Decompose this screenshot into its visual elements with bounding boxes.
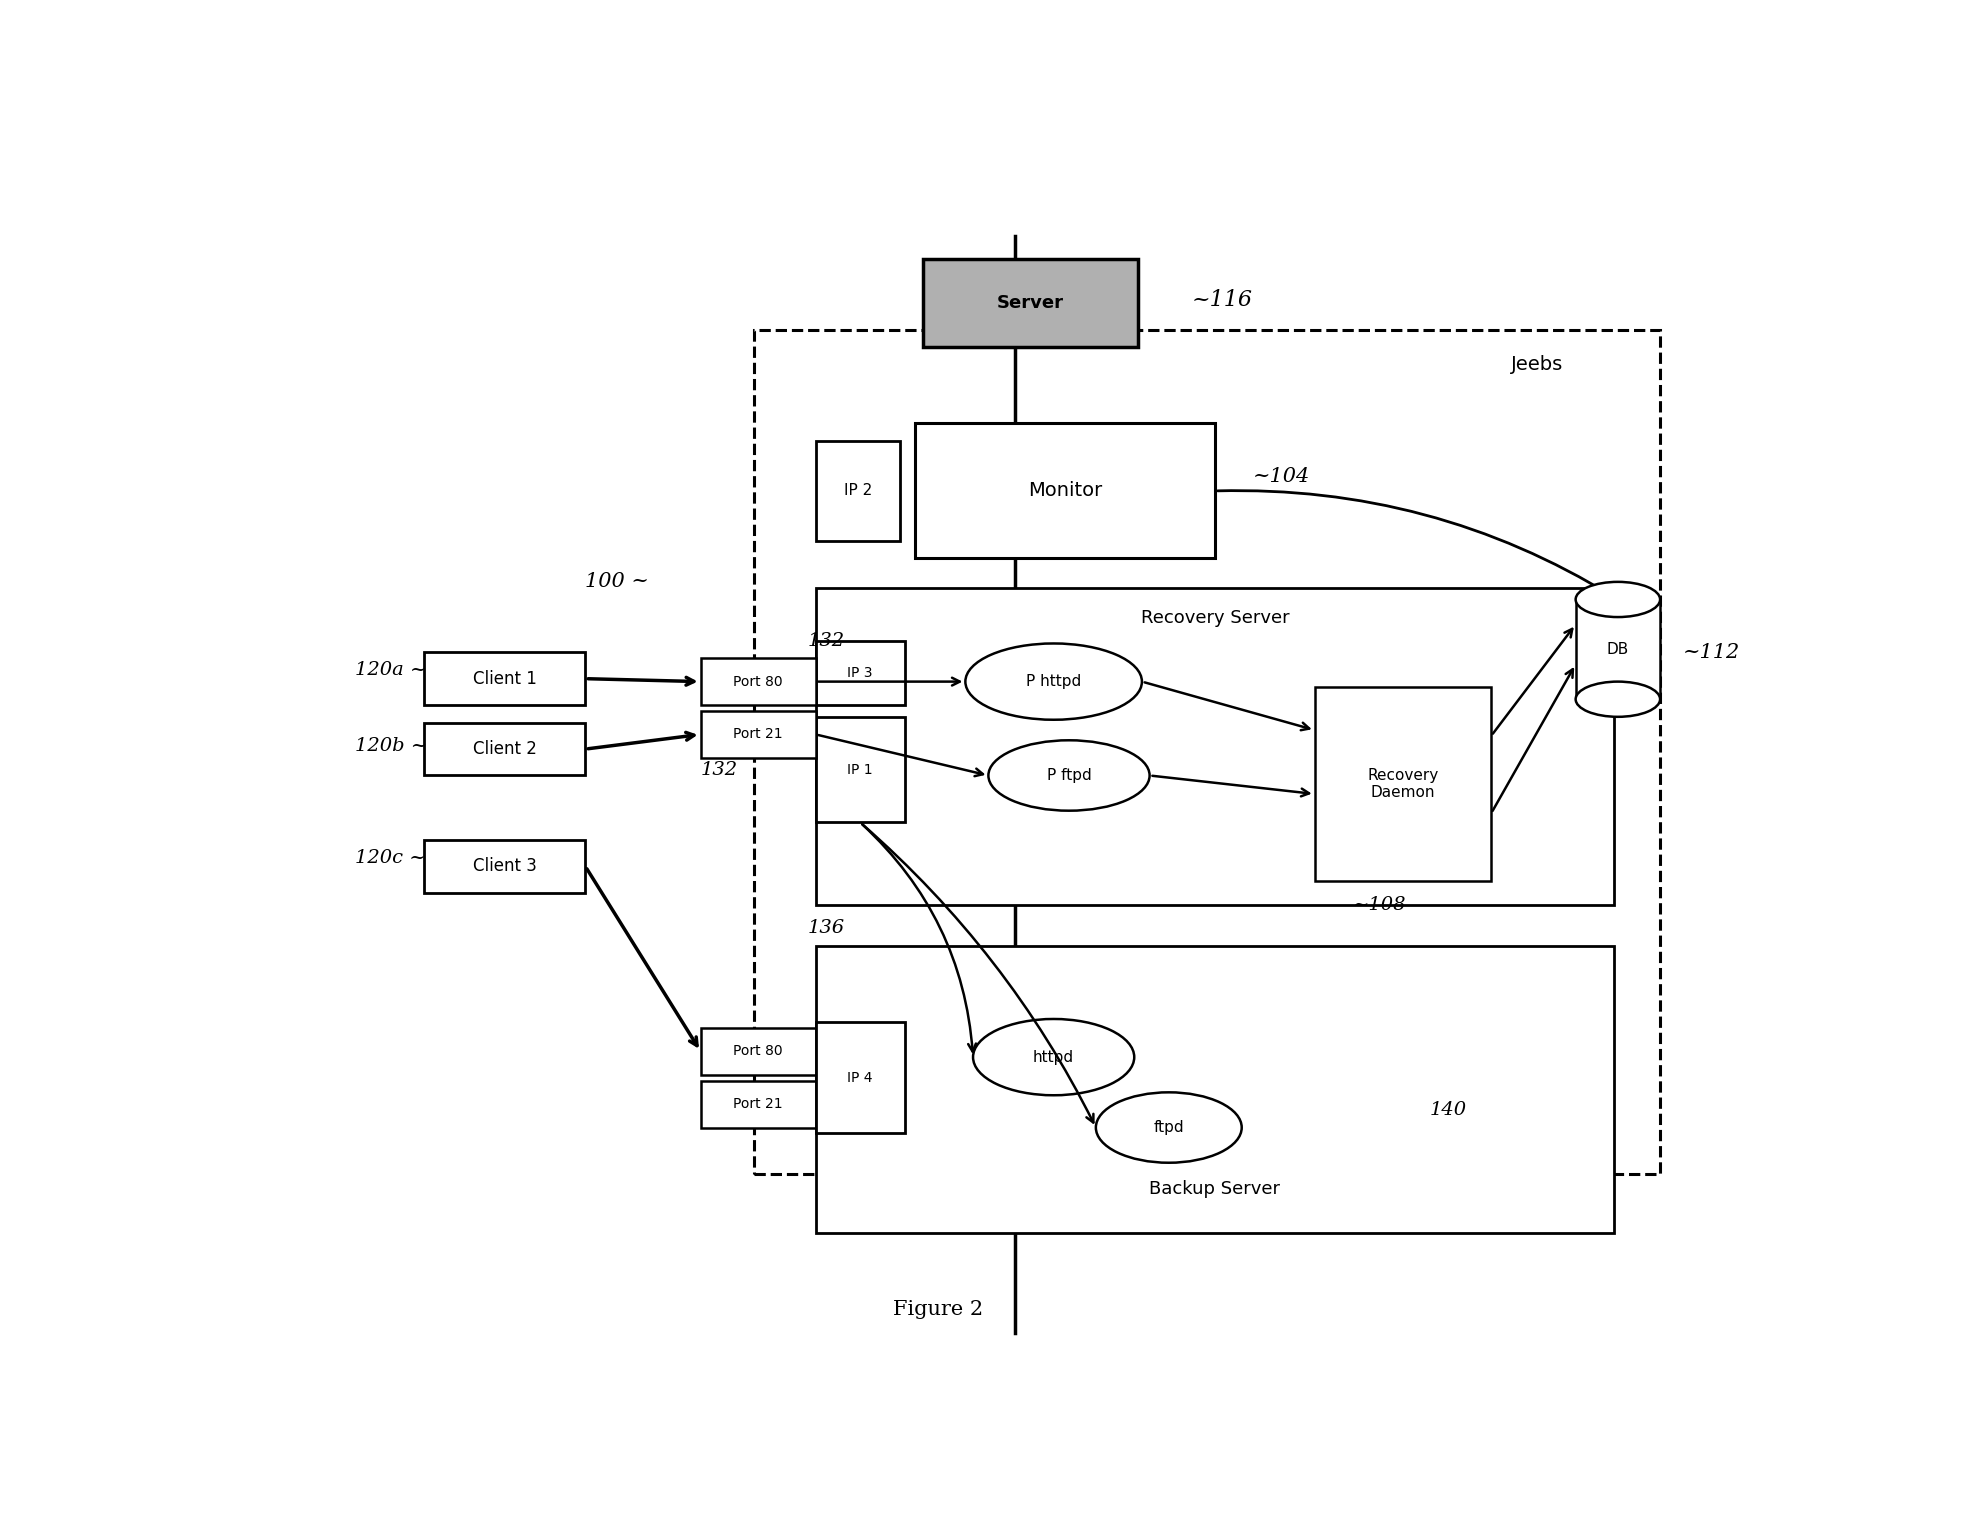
Text: IP 4: IP 4	[847, 1071, 873, 1085]
Text: DB: DB	[1606, 642, 1628, 657]
Text: Port 80: Port 80	[733, 1044, 782, 1058]
Text: Port 21: Port 21	[733, 1097, 782, 1111]
FancyBboxPatch shape	[816, 716, 905, 823]
FancyBboxPatch shape	[816, 945, 1614, 1233]
Text: Port 21: Port 21	[733, 727, 782, 741]
Text: 120a ~: 120a ~	[354, 661, 426, 678]
Text: 132: 132	[701, 760, 737, 779]
Text: ~112: ~112	[1683, 643, 1740, 661]
FancyBboxPatch shape	[701, 710, 816, 757]
Text: Monitor: Monitor	[1028, 482, 1101, 500]
Text: Recovery
Daemon: Recovery Daemon	[1366, 768, 1437, 800]
Text: Port 80: Port 80	[733, 675, 782, 689]
Text: ~116: ~116	[1192, 290, 1251, 311]
Text: P ftpd: P ftpd	[1045, 768, 1091, 783]
FancyBboxPatch shape	[701, 658, 816, 706]
FancyBboxPatch shape	[424, 652, 586, 706]
FancyBboxPatch shape	[816, 440, 899, 541]
Text: ~108: ~108	[1352, 896, 1406, 913]
Text: 100 ~: 100 ~	[586, 573, 649, 591]
FancyBboxPatch shape	[816, 1023, 905, 1134]
Text: 136: 136	[808, 919, 845, 937]
FancyBboxPatch shape	[701, 1027, 816, 1074]
FancyBboxPatch shape	[424, 840, 586, 893]
FancyBboxPatch shape	[923, 259, 1138, 347]
Text: 120b ~: 120b ~	[354, 738, 428, 756]
FancyBboxPatch shape	[1574, 599, 1659, 700]
Text: 140: 140	[1430, 1100, 1465, 1119]
FancyBboxPatch shape	[816, 588, 1614, 905]
Text: IP 3: IP 3	[847, 666, 873, 680]
Text: Figure 2: Figure 2	[893, 1300, 982, 1318]
Text: 120c ~: 120c ~	[354, 849, 426, 867]
Text: Backup Server: Backup Server	[1148, 1180, 1279, 1198]
Ellipse shape	[1574, 681, 1659, 716]
FancyBboxPatch shape	[701, 1081, 816, 1128]
Ellipse shape	[964, 643, 1140, 719]
Text: Client 2: Client 2	[473, 741, 537, 757]
Text: Client 1: Client 1	[473, 669, 537, 687]
Ellipse shape	[972, 1020, 1135, 1096]
FancyBboxPatch shape	[816, 640, 905, 706]
FancyBboxPatch shape	[915, 424, 1214, 558]
Text: Recovery Server: Recovery Server	[1140, 610, 1289, 626]
Text: ftpd: ftpd	[1152, 1120, 1184, 1135]
Text: 132: 132	[808, 631, 845, 649]
Text: Server: Server	[996, 294, 1063, 312]
Ellipse shape	[1095, 1093, 1241, 1163]
Text: httpd: httpd	[1032, 1050, 1073, 1065]
FancyBboxPatch shape	[1315, 687, 1491, 881]
Text: Jeebs: Jeebs	[1511, 355, 1562, 375]
Text: P httpd: P httpd	[1026, 674, 1081, 689]
Ellipse shape	[988, 741, 1148, 811]
Ellipse shape	[1574, 582, 1659, 617]
Text: IP 2: IP 2	[843, 483, 871, 498]
FancyBboxPatch shape	[424, 722, 586, 776]
Text: Client 3: Client 3	[473, 858, 537, 875]
Text: ~104: ~104	[1253, 466, 1311, 486]
Text: IP 1: IP 1	[847, 762, 873, 777]
